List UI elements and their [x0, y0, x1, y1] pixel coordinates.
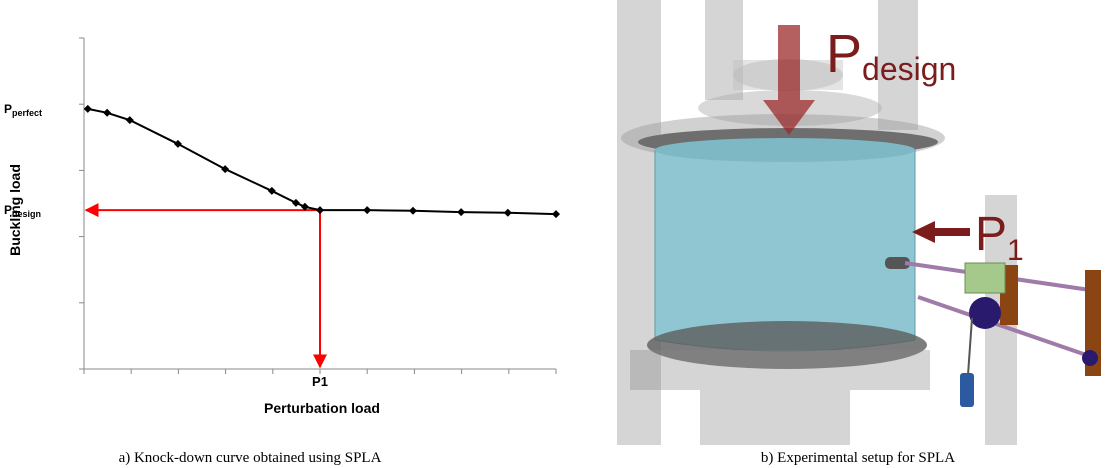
x-axis-label: Perturbation load	[264, 400, 380, 416]
label-sub: 1	[1007, 234, 1024, 267]
cylinder-top	[655, 138, 915, 162]
label-base: P	[826, 24, 862, 84]
cylinder	[655, 150, 915, 351]
marker	[552, 210, 560, 218]
caption: a) Knock-down curve obtained using SPLA	[119, 450, 382, 466]
marker	[103, 109, 111, 117]
marker	[126, 116, 134, 124]
marker	[292, 199, 300, 207]
chart: Buckling load Perturbation load a) Knock…	[0, 0, 600, 468]
marker	[268, 187, 276, 195]
annotation-base: P	[4, 102, 12, 116]
illustration: Pdesign P1 b) Experimental setup for SPL…	[600, 0, 1108, 468]
y-annotation: Pperfect	[4, 102, 42, 118]
marker	[409, 207, 417, 215]
marker	[457, 208, 465, 216]
x-annotation: P1	[312, 374, 328, 389]
perturbation-arrow	[912, 221, 970, 243]
label-sub: design	[862, 51, 956, 87]
marker	[174, 140, 182, 148]
figure: Buckling load Perturbation load a) Knock…	[0, 0, 1108, 468]
label-base: P	[975, 208, 1007, 261]
annotation-sub: perfect	[12, 108, 42, 118]
marker	[316, 206, 324, 214]
bottom-disks	[630, 350, 930, 445]
marker	[221, 165, 229, 173]
caption: b) Experimental setup for SPLA	[761, 450, 955, 466]
annotation-sub: design	[12, 209, 41, 219]
line	[88, 109, 556, 214]
marker	[84, 105, 92, 113]
annotation-base: P	[4, 203, 12, 217]
marker	[504, 209, 512, 217]
marker	[363, 206, 371, 214]
